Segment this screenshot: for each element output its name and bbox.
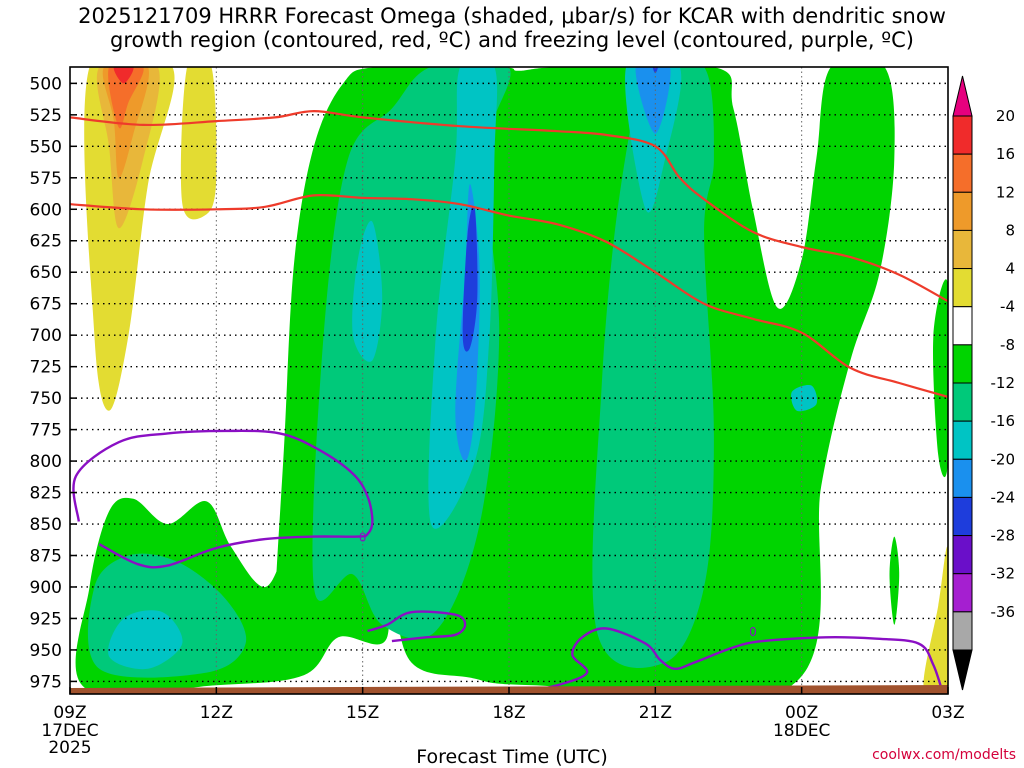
omega-region-strongest-ascent bbox=[462, 205, 478, 352]
colorbar-label: -12 bbox=[991, 374, 1016, 392]
omega-region-core-ascent bbox=[108, 610, 183, 670]
y-tick-label: 600 bbox=[30, 200, 62, 220]
omega-region-strong-ascent bbox=[635, 67, 671, 134]
colorbar-bin bbox=[952, 268, 973, 308]
colorbar-label: 12 bbox=[996, 183, 1015, 201]
y-tick-label: 975 bbox=[30, 672, 62, 692]
colorbar-label: -4 bbox=[1000, 298, 1015, 316]
colorbar-label: 16 bbox=[996, 145, 1015, 163]
y-tick-label: 875 bbox=[30, 547, 62, 567]
omega-shading bbox=[70, 67, 948, 694]
omega-region-positive-plume bbox=[180, 67, 217, 220]
freezing-contour-0C bbox=[367, 610, 467, 643]
plot-axes: 500 525 550 575 600 625 650 675 700 725 750 775 800 8… bbox=[30, 66, 965, 758]
colorbar-bin bbox=[952, 75, 973, 117]
x-tick-label: 21Z bbox=[639, 703, 672, 723]
colorbar-bin bbox=[952, 420, 973, 460]
colorbar-label: 8 bbox=[1005, 221, 1015, 239]
contour-label: 0 bbox=[359, 531, 367, 545]
y-tick-label: 650 bbox=[30, 263, 62, 283]
colorbar-label: -32 bbox=[991, 565, 1016, 583]
omega-region-isolated-ascent bbox=[889, 536, 900, 625]
colorbar-bin bbox=[952, 306, 973, 346]
y-tick-label: 700 bbox=[30, 326, 62, 346]
freezing-contour-0C bbox=[513, 627, 945, 694]
omega-region-core-ascent bbox=[625, 67, 682, 213]
x-axis-label: Forecast Time (UTC) bbox=[416, 746, 608, 768]
x-tick-sublabel: 18DEC bbox=[773, 721, 830, 741]
omega-region-core-ascent bbox=[352, 220, 383, 362]
y-tick-label: 900 bbox=[30, 578, 62, 598]
omega-region-right-edge-ascent bbox=[933, 279, 948, 478]
y-tick-label: 575 bbox=[30, 169, 62, 189]
freezing-contour-0C bbox=[72, 429, 374, 569]
y-tick-label: 850 bbox=[30, 515, 62, 535]
contour-label: 0 bbox=[749, 625, 757, 639]
omega-region-core-ascent bbox=[428, 67, 498, 529]
y-tick-label: 725 bbox=[30, 358, 62, 378]
y-tick-label: 950 bbox=[30, 641, 62, 661]
colorbar-bin bbox=[952, 611, 973, 651]
x-tick-sublabel: 17DEC bbox=[41, 721, 98, 741]
colorbar-bin bbox=[952, 153, 973, 193]
x-tick-label: 18Z bbox=[492, 703, 525, 723]
dgz-contour--18C bbox=[70, 193, 948, 398]
omega-region-strongest-ascent bbox=[652, 67, 658, 74]
colorbar: 20 16 12 8 4 -4 -8 -12 -16 -20 -24 -28 -32 -36 bbox=[952, 75, 1016, 691]
colorbar-bin bbox=[952, 649, 973, 691]
colorbar-label: -36 bbox=[991, 603, 1016, 621]
colorbar-label: -16 bbox=[991, 412, 1016, 430]
y-tick-label: 800 bbox=[30, 452, 62, 472]
x-tick-label: 03Z bbox=[931, 703, 964, 723]
x-tick-label: 09Z bbox=[53, 703, 86, 723]
omega-region-positive-plume bbox=[84, 67, 175, 411]
y-tick-label: 675 bbox=[30, 295, 62, 315]
colorbar-label: 20 bbox=[996, 107, 1015, 125]
x-tick-label: 00Z bbox=[785, 703, 818, 723]
y-tick-label: 525 bbox=[30, 106, 62, 126]
y-tick-label: 925 bbox=[30, 609, 62, 629]
dgz-contour--12C bbox=[70, 109, 948, 303]
grid-lines bbox=[70, 67, 948, 694]
source-credit: coolwx.com/modelts bbox=[872, 747, 1016, 763]
x-tick-label: 15Z bbox=[346, 703, 379, 723]
colorbar-bin bbox=[952, 191, 973, 231]
omega-region-core-ascent bbox=[791, 384, 818, 412]
x-tick-label: 12Z bbox=[200, 703, 233, 723]
colorbar-label: -8 bbox=[1000, 336, 1015, 354]
colorbar-label: -20 bbox=[991, 450, 1016, 468]
colorbar-bin bbox=[952, 496, 973, 537]
y-tick-label: 500 bbox=[30, 74, 62, 94]
y-tick-label: 550 bbox=[30, 137, 62, 157]
colorbar-label: -24 bbox=[991, 488, 1016, 506]
colorbar-bin bbox=[952, 382, 973, 422]
colorbar-label: -28 bbox=[991, 527, 1016, 545]
colorbar-label: 4 bbox=[1005, 260, 1015, 278]
colorbar-bin bbox=[952, 344, 973, 384]
y-tick-label: 825 bbox=[30, 484, 62, 504]
y-tick-label: 625 bbox=[30, 232, 62, 252]
x-tick-sublabel: 2025 bbox=[48, 738, 91, 758]
chart-title: 2025121709 HRRR Forecast Omega (shaded, … bbox=[78, 4, 946, 52]
y-tick-label: 775 bbox=[30, 421, 62, 441]
y-tick-label: 750 bbox=[30, 389, 62, 409]
colorbar-bin bbox=[952, 573, 973, 613]
omega-region-positive-plume bbox=[108, 67, 144, 129]
colorbar-bin bbox=[952, 229, 973, 270]
colorbar-bin bbox=[952, 458, 973, 498]
omega-region-mid-ascent bbox=[592, 67, 714, 668]
colorbar-bin bbox=[952, 535, 973, 575]
colorbar-bin bbox=[952, 115, 973, 155]
omega-region-positive-plume bbox=[113, 67, 134, 84]
